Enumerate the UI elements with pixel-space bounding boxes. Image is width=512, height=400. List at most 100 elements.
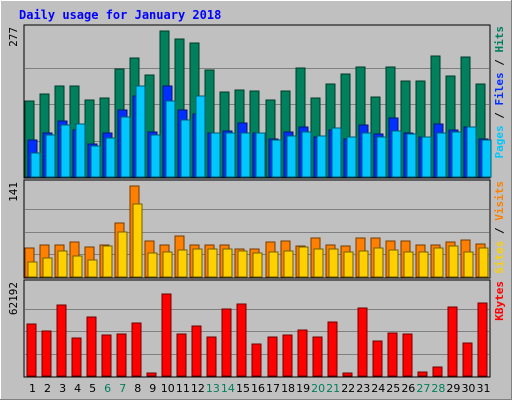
bar-pages-day-14 [225, 132, 236, 178]
bar-sites-day-30 [463, 251, 474, 278]
bar-pages-day-4 [75, 123, 86, 178]
bar-kbytes-day-24 [372, 340, 383, 377]
bar-sites-day-7 [117, 231, 128, 278]
bar-pages-day-26 [406, 133, 417, 178]
bar-pages-day-31 [481, 139, 492, 178]
bar-kbytes-day-16 [251, 343, 262, 377]
bar-sites-day-21 [328, 248, 339, 278]
bar-kbytes-day-26 [402, 333, 413, 377]
bar-pages-day-1 [30, 152, 41, 178]
bar-pages-day-18 [286, 135, 297, 178]
bar-pages-day-21 [331, 127, 342, 178]
bar-sites-day-22 [343, 251, 354, 278]
day-label-18: 18 [281, 382, 295, 395]
bar-sites-day-28 [433, 247, 444, 278]
day-label-17: 17 [266, 382, 280, 395]
day-label-5: 5 [89, 382, 96, 395]
bar-pages-day-20 [316, 135, 327, 178]
legend-part-0: KBytes [493, 281, 506, 321]
panel-pages-files-hits: 277 Pages / Files / Hits [7, 24, 506, 179]
day-label-7: 7 [119, 382, 126, 395]
panel-kbytes: 62192 KBytes [7, 279, 506, 378]
bar-sites-day-9 [147, 252, 158, 278]
day-label-14: 14 [221, 382, 235, 395]
bar-pages-day-9 [150, 134, 161, 178]
day-label-16: 16 [251, 382, 265, 395]
series-kbytes [26, 293, 488, 377]
bar-pages-day-7 [120, 116, 131, 178]
day-label-4: 4 [74, 382, 81, 395]
bar-pages-day-27 [421, 136, 432, 178]
bar-pages-day-17 [271, 139, 282, 178]
day-label-25: 25 [386, 382, 400, 395]
bar-sites-day-1 [27, 261, 38, 278]
bar-kbytes-day-22 [342, 372, 353, 377]
bar-kbytes-day-13 [206, 336, 217, 377]
bar-pages-day-11 [180, 119, 191, 178]
bar-pages-day-15 [240, 132, 251, 178]
day-label-24: 24 [371, 382, 385, 395]
bar-sites-day-18 [283, 250, 294, 278]
day-label-19: 19 [296, 382, 310, 395]
bar-pages-day-12 [195, 95, 206, 178]
legend-part-3: / [493, 53, 506, 73]
day-label-20: 20 [311, 382, 325, 395]
legend-part-2: Visits [493, 181, 506, 221]
bar-pages-day-29 [451, 131, 462, 178]
bar-kbytes-day-14 [221, 308, 232, 377]
y-max-label: 141 [7, 182, 20, 202]
panel-legend: Sites / Visits [493, 181, 506, 274]
bar-pages-day-23 [361, 132, 372, 178]
bar-sites-day-6 [102, 245, 113, 278]
legend-part-1: / [493, 221, 506, 241]
day-label-29: 29 [446, 382, 460, 395]
bar-sites-day-16 [252, 252, 263, 278]
legend-part-0: Sites [493, 241, 506, 274]
day-axis: 1 2 3 4 5 6 7 8 9 10 11 12 13 14 15 16 17 18 19 20 21 22 23 24 2… [29, 382, 490, 395]
bar-kbytes-day-15 [236, 303, 247, 377]
day-label-2: 2 [44, 382, 51, 395]
bar-kbytes-day-1 [26, 323, 37, 377]
bar-sites-day-2 [42, 257, 53, 278]
bar-kbytes-day-23 [357, 307, 368, 377]
bar-kbytes-day-9 [146, 372, 157, 377]
bar-sites-day-11 [177, 249, 188, 278]
bar-kbytes-day-31 [477, 302, 488, 377]
bar-sites-day-23 [358, 250, 369, 278]
bar-kbytes-day-27 [417, 371, 428, 377]
panel-legend: KBytes [493, 281, 506, 321]
bar-pages-day-6 [105, 137, 116, 178]
y-max-label: 62192 [7, 282, 20, 315]
day-label-26: 26 [401, 382, 415, 395]
bar-sites-day-15 [237, 250, 248, 278]
bar-kbytes-day-29 [447, 306, 458, 377]
bar-pages-day-10 [165, 100, 176, 178]
bar-sites-day-8 [132, 203, 143, 278]
day-label-10: 10 [161, 382, 175, 395]
bar-pages-day-24 [376, 136, 387, 178]
chart-title: Daily usage for January 2018 [19, 8, 221, 22]
panel-sites-visits: 141 Sites / Visits [7, 179, 506, 279]
legend-part-0: Pages [493, 125, 506, 158]
bar-sites-day-17 [268, 251, 279, 278]
bar-pages-day-25 [391, 130, 402, 178]
day-label-22: 22 [341, 382, 355, 395]
day-label-30: 30 [461, 382, 475, 395]
bar-kbytes-day-19 [297, 329, 308, 377]
day-label-15: 15 [236, 382, 250, 395]
bar-pages-day-30 [466, 126, 477, 178]
day-label-1: 1 [29, 382, 36, 395]
bar-kbytes-day-10 [161, 293, 172, 377]
day-label-27: 27 [416, 382, 430, 395]
bar-sites-day-19 [298, 246, 309, 278]
y-max-label: 277 [7, 27, 20, 47]
bar-sites-day-20 [313, 248, 324, 278]
bar-pages-day-19 [301, 131, 312, 178]
day-label-9: 9 [149, 382, 156, 395]
bar-kbytes-day-28 [432, 366, 443, 377]
bar-pages-day-22 [346, 136, 357, 178]
series-sites [27, 203, 489, 278]
day-label-11: 11 [176, 382, 190, 395]
